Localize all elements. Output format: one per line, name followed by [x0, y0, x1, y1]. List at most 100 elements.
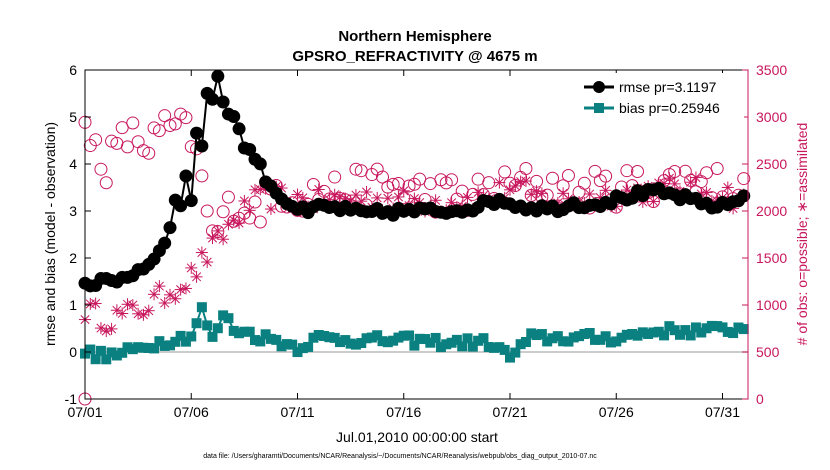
- bias-marker: [489, 342, 500, 353]
- possible-count-marker: [684, 173, 698, 187]
- possible-count-marker: [402, 179, 416, 193]
- possible-count-marker: [94, 162, 108, 176]
- possible-count-marker: [105, 134, 119, 148]
- bias-marker: [659, 330, 670, 341]
- bias-marker: [101, 354, 112, 365]
- bias-marker: [255, 336, 266, 347]
- bias-marker: [276, 341, 287, 352]
- assimilated-count-marker: [211, 224, 224, 237]
- assimilated-count-marker: [381, 192, 394, 205]
- bias-marker: [473, 335, 484, 346]
- asterisk-stroke: [165, 290, 175, 300]
- possible-count-marker: [540, 188, 554, 202]
- assimilated-count-marker: [504, 183, 516, 196]
- possible-count-marker: [349, 162, 363, 176]
- asterisk-stroke: [107, 324, 117, 334]
- bias-marker: [446, 337, 457, 348]
- assimilated-count-marker: [371, 191, 384, 204]
- bias-marker: [574, 331, 585, 342]
- asterisk-stroke: [181, 283, 191, 294]
- bias-marker: [313, 329, 324, 340]
- rmse-marker: [216, 95, 230, 109]
- bias-marker: [239, 326, 250, 337]
- possible-count-marker: [206, 224, 219, 238]
- rmse-marker: [227, 110, 241, 124]
- bias-marker: [579, 328, 590, 339]
- assimilated-count-marker: [238, 194, 251, 207]
- legend-box: [578, 73, 744, 118]
- bias-marker: [191, 318, 202, 329]
- possible-count-marker: [561, 169, 575, 183]
- bias-marker: [393, 332, 404, 343]
- bias-marker: [520, 336, 531, 347]
- bias-marker: [733, 322, 744, 333]
- asterisk-stroke: [128, 300, 138, 310]
- bias-marker: [669, 325, 680, 336]
- asterisk-stroke: [505, 185, 515, 195]
- asterisk-stroke: [133, 309, 143, 319]
- possible-count-marker: [142, 146, 156, 160]
- rmse-marker: [232, 122, 246, 136]
- bias-marker: [361, 333, 372, 344]
- bias-marker: [430, 332, 441, 343]
- asterisk-stroke: [170, 294, 180, 304]
- x-tick-label: 07/16: [386, 404, 421, 420]
- asterisk-stroke: [351, 190, 361, 200]
- bias-marker: [366, 332, 377, 343]
- asterisk-stroke: [330, 190, 340, 200]
- bias-marker: [738, 324, 749, 335]
- bias-marker: [643, 329, 654, 340]
- bias-marker: [637, 327, 648, 338]
- bias-marker: [728, 328, 739, 339]
- bias-marker: [563, 336, 574, 347]
- bias-marker: [212, 323, 223, 334]
- bias-marker: [138, 342, 149, 353]
- rmse-marker: [243, 143, 257, 157]
- asterisk-stroke: [601, 185, 611, 195]
- asterisk-stroke: [723, 182, 733, 192]
- x-tick-label: 07/26: [599, 404, 634, 420]
- assimilated-count-marker: [721, 181, 734, 194]
- possible-count-marker: [376, 170, 389, 184]
- asterisk-stroke: [202, 257, 212, 267]
- bias-marker: [287, 339, 298, 350]
- possible-count-marker: [195, 169, 209, 183]
- rmse-marker: [737, 189, 751, 203]
- possible-count-marker: [577, 176, 591, 190]
- y-right-tick-label: 2500: [756, 156, 787, 172]
- y-tick-label: 4: [69, 156, 77, 172]
- bias-marker: [340, 335, 351, 346]
- bias-marker: [223, 313, 234, 324]
- bias-marker: [111, 350, 122, 361]
- assimilated-count-marker: [185, 261, 198, 274]
- bias-marker: [590, 334, 600, 345]
- bias-marker: [388, 335, 399, 346]
- bias-marker: [404, 330, 415, 341]
- y-axis-label-right: # of obs: o=possible; ∗=assimilated: [794, 123, 810, 346]
- bias-marker: [722, 326, 733, 337]
- possible-count-marker: [546, 171, 559, 185]
- y-right-tick-label: 3500: [756, 62, 787, 78]
- possible-count-marker: [386, 177, 400, 191]
- bias-marker: [165, 340, 175, 351]
- bias-marker: [478, 333, 489, 344]
- y-tick-label: 0: [69, 344, 77, 360]
- bias-marker: [712, 321, 723, 332]
- data-file-footnote: data file: /Users/gharamti/Documents/NCA…: [203, 453, 597, 460]
- asterisk-stroke: [96, 323, 106, 333]
- y-tick-label: 3: [69, 203, 77, 219]
- y-right-tick-label: 1000: [756, 297, 787, 313]
- rmse-marker: [253, 157, 267, 171]
- bias-marker: [271, 334, 282, 345]
- rmse-marker: [211, 69, 225, 83]
- possible-count-marker: [221, 190, 235, 204]
- bias-marker: [531, 330, 542, 341]
- bias-marker: [435, 342, 446, 353]
- asterisk-stroke: [372, 193, 382, 203]
- y-tick-label: 6: [69, 62, 77, 78]
- bias-marker: [701, 323, 712, 334]
- bias-marker: [621, 329, 632, 340]
- assimilated-count-marker: [158, 297, 171, 310]
- possible-count-marker: [200, 204, 214, 218]
- asterisk-stroke: [197, 247, 207, 258]
